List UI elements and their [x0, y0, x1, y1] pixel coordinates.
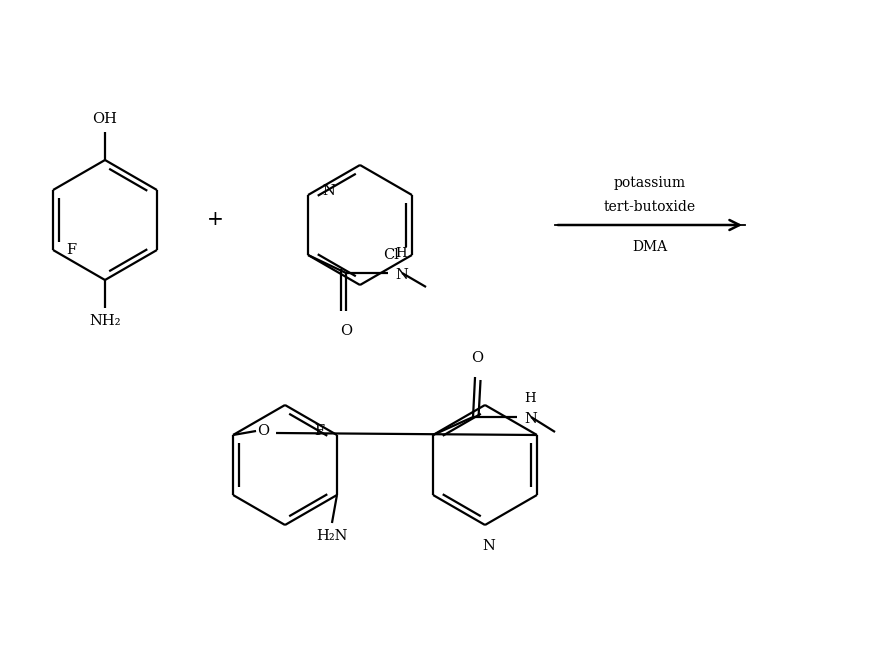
Text: H: H [395, 247, 407, 260]
Text: NH₂: NH₂ [90, 314, 121, 328]
Text: H: H [524, 392, 536, 405]
Text: O: O [340, 324, 352, 338]
Text: potassium: potassium [614, 176, 686, 190]
Text: F: F [314, 424, 324, 438]
Text: DMA: DMA [633, 240, 668, 254]
Text: N: N [524, 412, 537, 426]
Text: O: O [257, 424, 269, 438]
Text: OH: OH [92, 112, 117, 126]
Text: N: N [483, 539, 495, 553]
Text: N: N [322, 184, 335, 198]
Text: +: + [207, 211, 223, 230]
Text: H₂N: H₂N [316, 529, 348, 543]
Text: N: N [395, 268, 408, 282]
Text: tert-butoxide: tert-butoxide [604, 200, 696, 214]
Text: Cl: Cl [383, 248, 399, 262]
Text: F: F [66, 243, 76, 257]
Text: O: O [471, 351, 483, 365]
